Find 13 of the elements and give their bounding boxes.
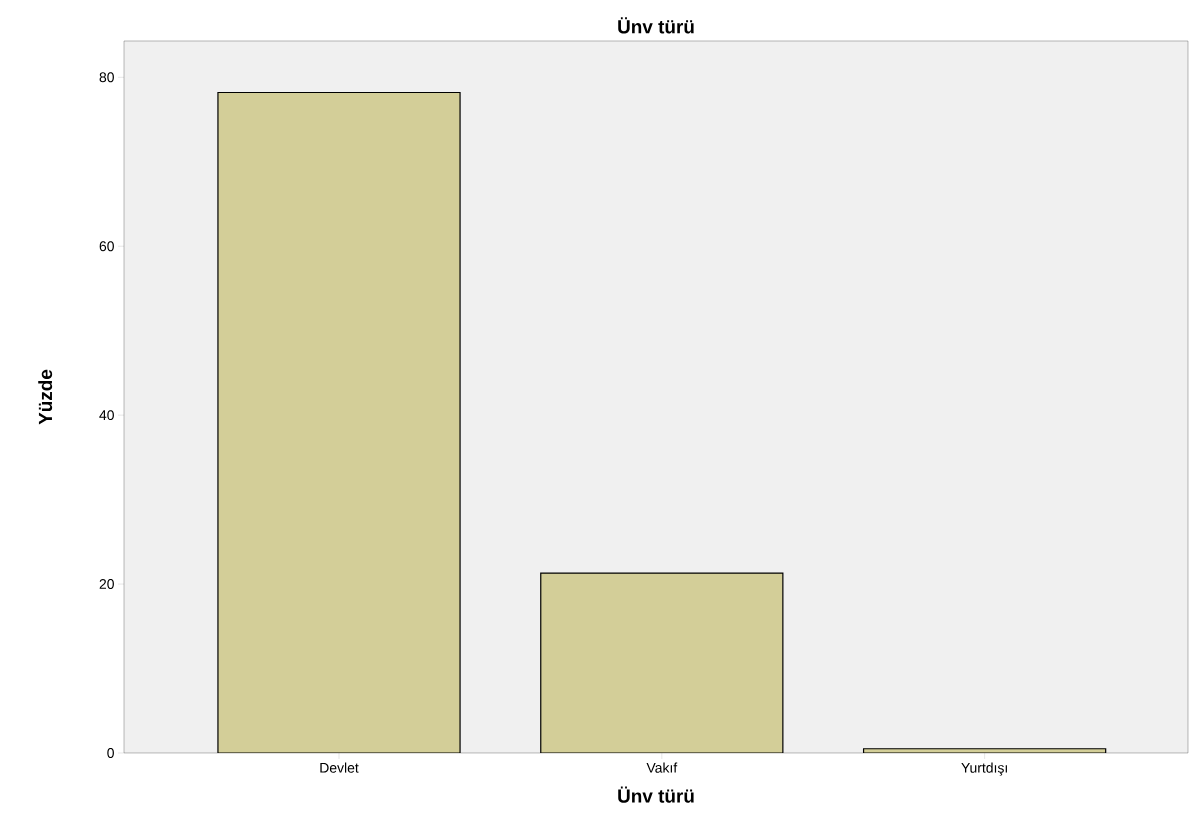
x-tick-label: Vakıf [646,762,678,773]
y-tick-label: 20 [99,579,114,590]
x-tick-label: Yurtdışı [961,762,1007,776]
y-tick-label: 0 [107,748,114,758]
x-tick-label: Devlet [320,762,359,773]
y-tick-label: 60 [99,241,114,252]
y-tick-label: 80 [99,72,114,83]
bar [217,91,461,753]
bar [540,572,784,753]
x-axis-title: Ünv türü [618,786,694,803]
chart-title: Ünv türü [618,17,694,34]
y-tick-label: 40 [99,410,114,421]
y-axis-title: Yüzde [38,369,53,425]
